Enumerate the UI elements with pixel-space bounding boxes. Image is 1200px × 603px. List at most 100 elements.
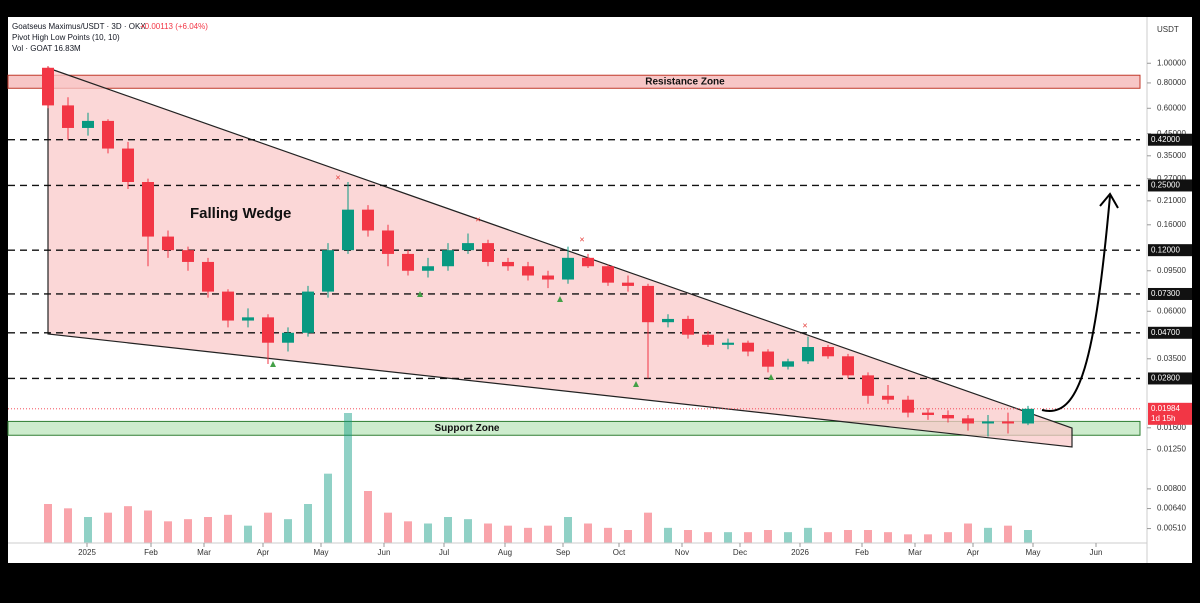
volume-bar: [844, 530, 852, 543]
y-tick-label: 0.80000: [1157, 78, 1186, 87]
y-tick-label: 0.60000: [1157, 103, 1186, 112]
candle-body: [822, 347, 834, 357]
candle-body: [142, 182, 154, 237]
level-label: 0.02800: [1151, 374, 1180, 383]
pivot-low: [557, 296, 563, 302]
x-tick-label: Jun: [378, 548, 391, 557]
volume-bar: [344, 413, 352, 543]
x-tick-label: Dec: [733, 548, 747, 557]
y-tick-label: 0.03500: [1157, 354, 1186, 363]
candle-body: [222, 291, 234, 321]
volume-bar: [284, 519, 292, 543]
candle-body: [902, 399, 914, 413]
candle-body: [922, 412, 934, 415]
level-label: 0.04700: [1151, 328, 1180, 337]
candle-body: [962, 418, 974, 424]
candle-body: [542, 275, 554, 280]
volume-bar: [164, 521, 172, 543]
level-label: 0.12000: [1151, 245, 1180, 254]
volume-bar: [364, 491, 372, 543]
x-tick-label: Jun: [1090, 548, 1103, 557]
candle-body: [722, 342, 734, 345]
pivot-low: [417, 291, 423, 297]
level-label: 0.25000: [1151, 181, 1180, 190]
currency-label: USDT: [1157, 25, 1179, 34]
volume-bar: [1024, 530, 1032, 543]
projection-arrow: [1041, 195, 1111, 413]
x-tick-label: May: [313, 548, 328, 557]
volume-bar: [944, 532, 952, 543]
candle-body: [862, 375, 874, 396]
x-tick-label: 2025: [78, 548, 96, 557]
candle-body: [942, 414, 954, 419]
volume-bar: [744, 532, 752, 543]
level-badge: [1148, 372, 1192, 385]
x-tick-label: Oct: [613, 548, 626, 557]
volume-bar: [804, 527, 812, 543]
volume-bar: [624, 530, 632, 543]
pivot-high: ×: [802, 320, 807, 330]
volume-bar: [424, 523, 432, 543]
volume-bar: [184, 519, 192, 543]
level-badge: [1148, 287, 1192, 300]
candle-body: [342, 209, 354, 251]
volume-bar: [924, 534, 932, 543]
volume-label: Vol · GOAT: [12, 44, 52, 53]
y-tick-label: 0.09500: [1157, 266, 1186, 275]
volume-bar: [224, 514, 232, 543]
pattern-label: Falling Wedge: [190, 205, 291, 222]
pivot-lows: [270, 291, 774, 387]
candle-body: [202, 261, 214, 292]
y-tick-label: 0.21000: [1157, 196, 1186, 205]
x-tick-label: Mar: [908, 548, 922, 557]
x-tick-label: May: [1025, 548, 1040, 557]
volume-bar: [464, 519, 472, 543]
zone: [7, 420, 1141, 436]
volume-bar: [864, 530, 872, 543]
countdown-label: 1d 15h: [1151, 414, 1175, 423]
candle-body: [62, 105, 74, 128]
x-tick-label: Feb: [144, 548, 158, 557]
candle-body: [382, 230, 394, 254]
volume-bar: [264, 512, 272, 543]
volume-bar: [664, 527, 672, 543]
candle-body: [762, 351, 774, 367]
candle-body: [282, 332, 294, 343]
candle-body: [562, 257, 574, 280]
candle-body: [642, 285, 654, 323]
x-tick-label: Aug: [498, 548, 512, 557]
candle-body: [442, 250, 454, 267]
volume-bar: [484, 523, 492, 543]
zone: [7, 74, 1141, 89]
volume-bar: [384, 512, 392, 543]
candle-body: [982, 421, 994, 424]
x-tick-label: 2026: [791, 548, 809, 557]
volume-bar: [824, 532, 832, 543]
volume-bar: [884, 532, 892, 543]
y-tick-label: 0.00510: [1157, 524, 1186, 533]
volume-bar: [84, 517, 92, 543]
volume-bar: [764, 530, 772, 543]
volume-bar: [404, 521, 412, 543]
candle-body: [402, 253, 414, 271]
zone-label: Resistance Zone: [645, 76, 725, 87]
x-tick-label: Feb: [855, 548, 869, 557]
candle-body: [622, 282, 634, 286]
volume-bar: [204, 517, 212, 543]
volume-bar: [1004, 525, 1012, 543]
volume-bar: [444, 517, 452, 543]
y-tick-label: 0.01600: [1157, 423, 1186, 432]
candle-body: [1002, 421, 1014, 424]
volume-bar: [524, 527, 532, 543]
level-badge: [1148, 326, 1192, 339]
x-tick-label: Mar: [197, 548, 211, 557]
volume-bar: [684, 530, 692, 543]
y-tick-label: 0.06000: [1157, 306, 1186, 315]
pivot-low: [270, 361, 276, 367]
zone-label: Support Zone: [435, 423, 500, 434]
last-price-badge: [1148, 402, 1192, 425]
x-tick-label: Jul: [439, 548, 449, 557]
volume-bar: [304, 504, 312, 543]
candle-body: [782, 361, 794, 367]
